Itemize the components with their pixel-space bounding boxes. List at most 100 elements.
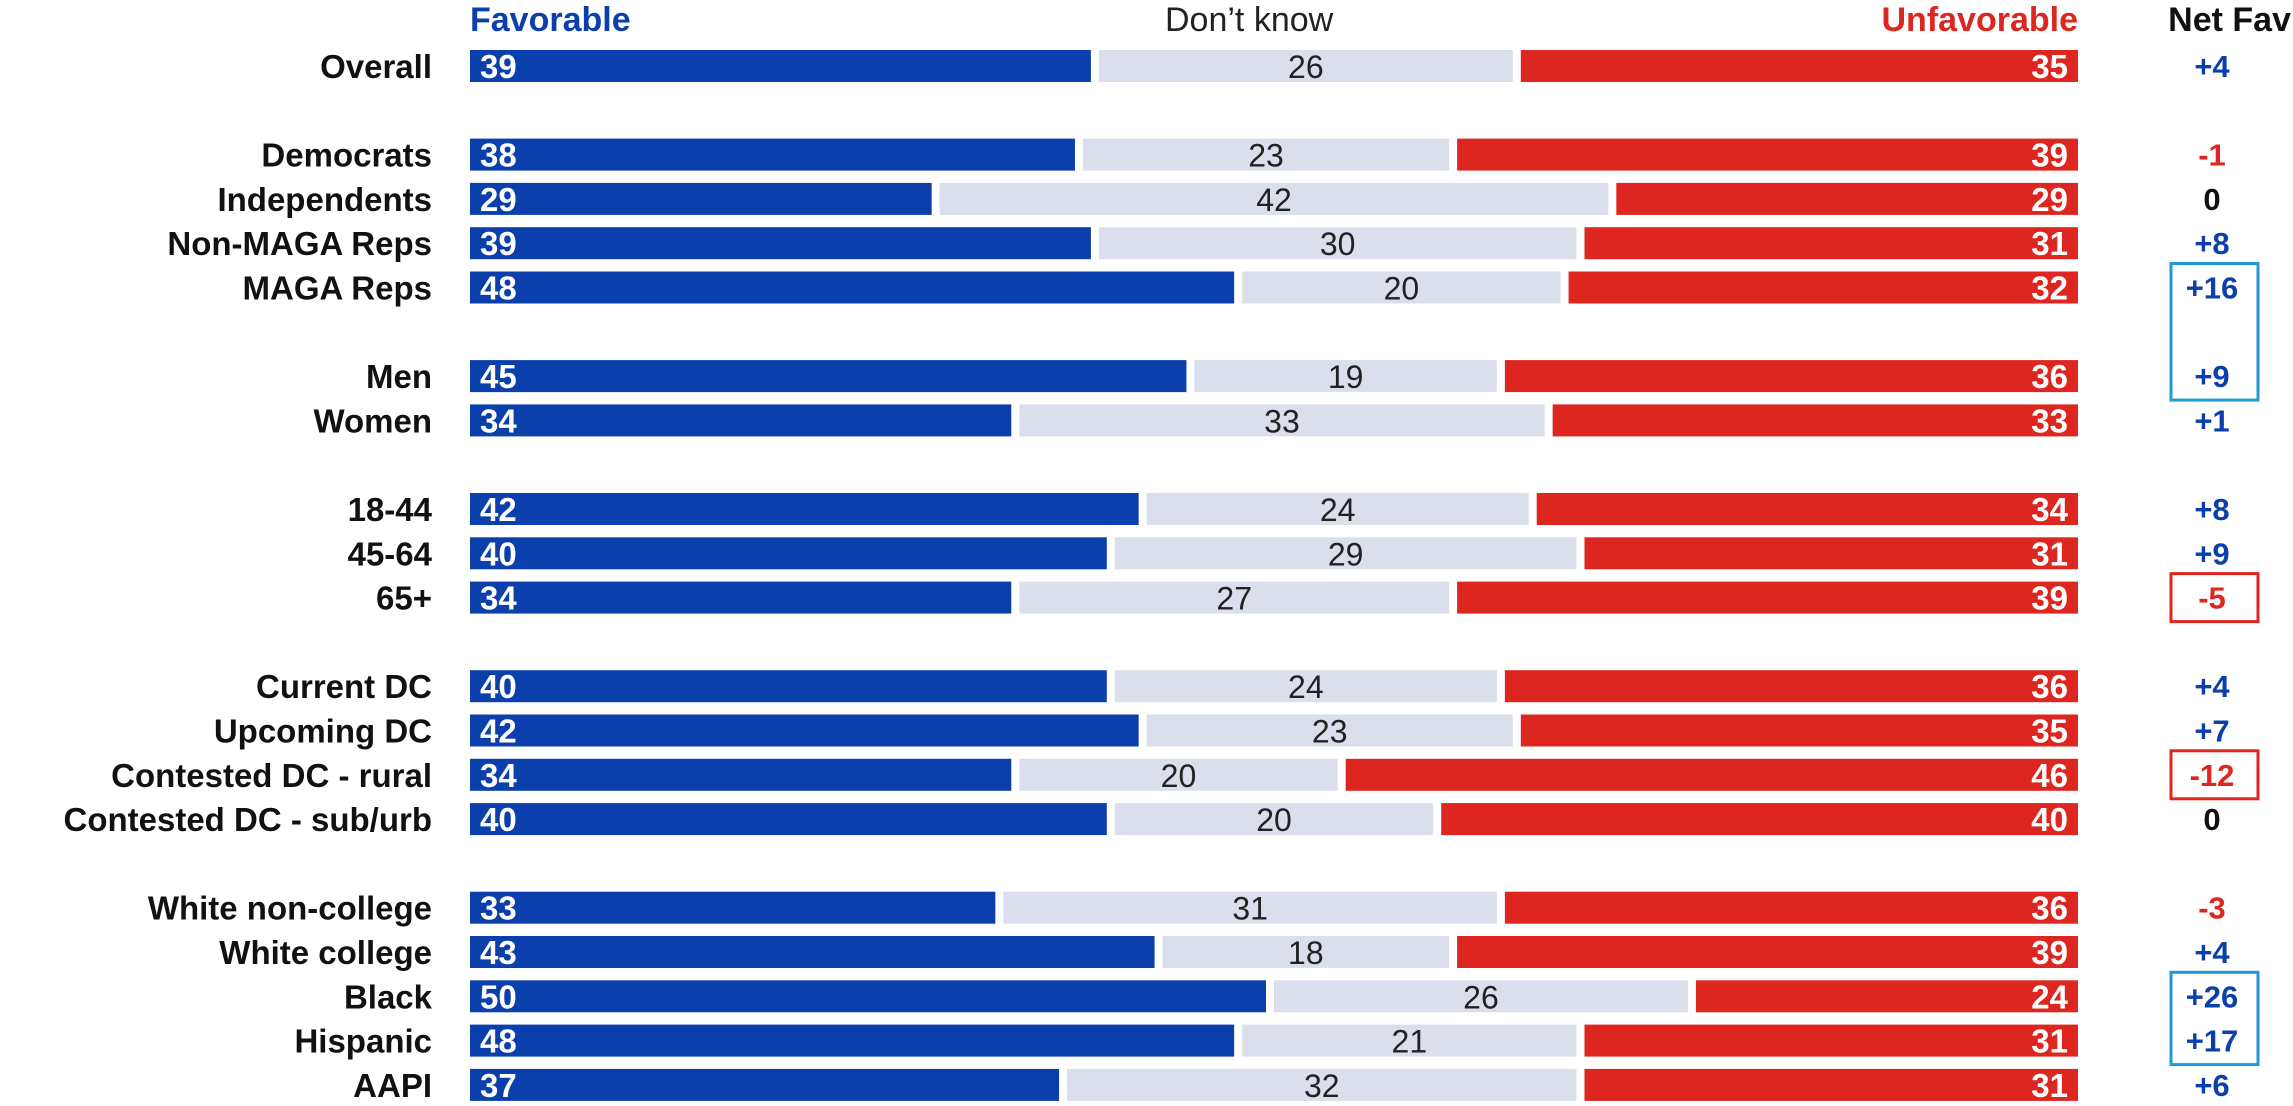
dont-know-bar (1003, 891, 1497, 924)
net-fav-value: -5 (2198, 581, 2226, 616)
row-label: AAPI (353, 1067, 432, 1104)
unfavorable-bar (1536, 493, 2078, 525)
unfavorable-bar (1457, 138, 2078, 171)
dont-know-value-label: 18 (1288, 935, 1324, 971)
unfavorable-value-label: 34 (2031, 491, 2068, 528)
favorable-bar (470, 581, 1012, 614)
favorable-value-label: 38 (480, 137, 517, 174)
net-fav-value: +9 (2194, 536, 2229, 571)
unfavorable-value-label: 31 (2031, 535, 2068, 572)
unfavorable-bar (1584, 537, 2078, 570)
unfavorable-value-label: 32 (2031, 270, 2068, 307)
dont-know-header: Don’t know (1165, 1, 1334, 39)
net-fav-value: +26 (2186, 979, 2239, 1014)
favorable-value-label: 50 (480, 978, 517, 1015)
row-label: Democrats (261, 137, 432, 174)
unfavorable-value-label: 35 (2031, 48, 2068, 85)
unfavorable-header: Unfavorable (1881, 1, 2079, 39)
favorable-bar (470, 360, 1187, 393)
dont-know-bar (1019, 758, 1338, 791)
dont-know-value-label: 20 (1161, 758, 1197, 794)
unfavorable-value-label: 24 (2031, 978, 2068, 1015)
net-fav-value: 0 (2203, 802, 2220, 837)
row-label: Upcoming DC (214, 713, 432, 750)
row-label: 18-44 (348, 491, 433, 528)
favorable-bar (470, 138, 1075, 171)
net-fav-value: -12 (2190, 758, 2235, 793)
unfavorable-value-label: 39 (2031, 137, 2068, 174)
unfavorable-bar (1584, 1068, 2078, 1101)
favorable-bar (470, 271, 1235, 304)
net-fav-value: +6 (2194, 1068, 2229, 1103)
net-fav-value: +16 (2186, 271, 2239, 306)
favorable-bar (470, 404, 1012, 437)
row-label: Overall (320, 48, 432, 85)
favorable-bar (470, 714, 1139, 747)
dont-know-bar (1114, 803, 1434, 836)
dont-know-bar (1242, 271, 1561, 304)
net-fav-value: 0 (2203, 182, 2220, 217)
dont-know-bar (1019, 581, 1450, 614)
row-label: Hispanic (294, 1023, 432, 1060)
unfavorable-bar (1504, 360, 2078, 393)
favorable-value-label: 34 (480, 402, 517, 439)
favorable-value-label: 39 (480, 48, 517, 85)
favorable-value-label: 34 (480, 757, 517, 794)
unfavorable-value-label: 39 (2031, 580, 2068, 617)
dont-know-value-label: 23 (1312, 714, 1348, 750)
net-fav-value: +8 (2194, 492, 2229, 527)
unfavorable-bar (1520, 50, 2078, 82)
favorable-value-label: 33 (480, 890, 517, 927)
favorable-value-label: 34 (480, 580, 517, 617)
unfavorable-value-label: 36 (2031, 890, 2068, 927)
dont-know-value-label: 32 (1304, 1068, 1340, 1104)
dont-know-value-label: 33 (1264, 403, 1300, 439)
favorable-bar (470, 493, 1139, 525)
unfavorable-value-label: 33 (2031, 402, 2068, 439)
row-label: 65+ (376, 580, 432, 617)
row-label: Contested DC - rural (111, 757, 432, 794)
favorable-value-label: 42 (480, 713, 517, 750)
dont-know-value-label: 27 (1216, 581, 1252, 617)
net-fav-value: +9 (2194, 359, 2229, 394)
dont-know-bar (1098, 50, 1513, 82)
dont-know-bar (1146, 714, 1513, 747)
dont-know-bar (1082, 138, 1450, 171)
dont-know-bar (1194, 360, 1497, 393)
dont-know-value-label: 20 (1256, 802, 1292, 838)
unfavorable-bar (1457, 581, 2078, 614)
favorable-bar (470, 670, 1107, 703)
row-label: Black (344, 978, 433, 1015)
net-fav-header: Net Fav (2168, 1, 2291, 39)
unfavorable-bar (1441, 803, 2078, 836)
net-fav-highlight-box (2169, 970, 2260, 1067)
unfavorable-bar (1520, 714, 2078, 747)
net-fav-highlight-box (2169, 572, 2260, 624)
net-fav-value: +8 (2194, 226, 2229, 261)
dont-know-bar (1162, 936, 1450, 968)
dont-know-value-label: 24 (1288, 669, 1324, 705)
unfavorable-bar (1552, 404, 2078, 437)
unfavorable-value-label: 46 (2031, 757, 2068, 794)
dont-know-value-label: 20 (1384, 271, 1420, 307)
favorable-bar (470, 1068, 1060, 1101)
unfavorable-bar (1695, 980, 2078, 1013)
dont-know-bar (1274, 980, 1688, 1013)
unfavorable-bar (1568, 271, 2078, 304)
row-label: MAGA Reps (243, 270, 432, 307)
favorable-bar (470, 803, 1107, 836)
dont-know-bar (939, 182, 1609, 215)
unfavorable-value-label: 31 (2031, 1023, 2068, 1060)
net-fav-value: -1 (2198, 138, 2226, 173)
unfavorable-bar (1504, 891, 2078, 924)
row-label: Women (313, 402, 432, 439)
dont-know-value-label: 24 (1320, 492, 1356, 528)
favorable-bar (470, 182, 932, 215)
dont-know-value-label: 26 (1463, 979, 1499, 1015)
dont-know-value-label: 21 (1392, 1024, 1428, 1060)
net-fav-value: +1 (2194, 403, 2229, 438)
unfavorable-bar (1584, 227, 2078, 260)
unfavorable-bar (1504, 670, 2078, 703)
